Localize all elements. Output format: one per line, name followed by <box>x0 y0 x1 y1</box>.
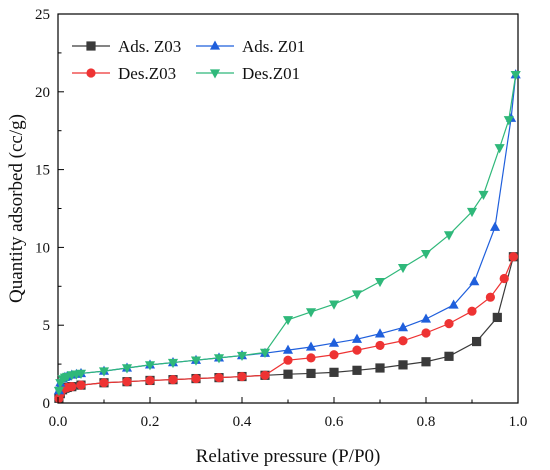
legend-label: Des.Z03 <box>118 64 176 83</box>
y-tick-label: 20 <box>35 85 50 101</box>
legend-marker <box>86 41 96 51</box>
data-point <box>510 71 521 81</box>
data-point <box>351 333 363 343</box>
data-point <box>237 371 247 382</box>
legend-item: Des.Z03 <box>72 64 176 83</box>
x-tick-label: 0.0 <box>49 414 68 430</box>
data-point <box>466 207 478 218</box>
data-point <box>144 361 156 371</box>
data-point <box>191 373 201 384</box>
data-point <box>306 353 316 363</box>
data-point <box>444 319 454 329</box>
data-point <box>145 375 155 386</box>
data-point <box>190 356 202 366</box>
x-tick-label: 1.0 <box>509 414 528 430</box>
x-tick-label: 0.4 <box>233 414 252 430</box>
y-tick-label: 0 <box>43 396 51 412</box>
data-point <box>374 277 386 288</box>
data-point <box>259 348 271 358</box>
data-point <box>305 308 317 318</box>
data-point <box>494 144 505 154</box>
legend-item: Des.Z01 <box>196 64 300 83</box>
legend-label: Des.Z01 <box>242 64 300 83</box>
data-point <box>236 351 248 362</box>
data-point <box>448 299 459 309</box>
series-1 <box>54 252 518 403</box>
x-tick-label: 0.2 <box>141 414 160 430</box>
y-tick-label: 15 <box>35 163 50 179</box>
x-tick-label: 0.6 <box>325 414 344 430</box>
legend-label: Ads. Z01 <box>242 37 305 56</box>
data-point <box>213 354 225 364</box>
data-point <box>53 386 64 397</box>
legend: Ads. Z03 Ads. Z01 Des.Z03 Des.Z01 <box>72 37 305 83</box>
data-point <box>75 369 87 379</box>
data-point <box>121 364 133 374</box>
data-point <box>351 290 363 300</box>
data-point <box>420 313 432 323</box>
legend-item: Ads. Z01 <box>196 37 305 56</box>
data-point <box>472 336 482 347</box>
data-point <box>374 328 386 338</box>
x-axis: 0.0 0.2 0.4 0.6 0.8 1.0 <box>49 397 528 430</box>
data-point <box>492 312 502 323</box>
data-point <box>352 345 362 355</box>
data-point <box>485 292 495 302</box>
data-point <box>489 221 501 231</box>
plot-area <box>53 13 521 404</box>
data-point <box>260 370 270 380</box>
data-point <box>499 273 509 284</box>
data-point <box>478 190 489 201</box>
y-axis: 0 5 10 15 20 25 <box>35 7 64 412</box>
data-point <box>420 249 432 260</box>
legend-label: Ads. Z03 <box>118 37 181 56</box>
data-point <box>398 360 408 370</box>
data-point <box>283 369 293 379</box>
legend-marker <box>209 40 221 50</box>
data-point <box>214 373 224 383</box>
y-axis-title: Quantity adsorbed (cc/g) <box>6 114 27 303</box>
data-point <box>397 263 409 274</box>
data-point <box>375 363 385 373</box>
data-point <box>168 375 178 385</box>
data-point <box>469 276 480 286</box>
data-point <box>98 367 110 377</box>
data-point <box>305 341 317 351</box>
data-point <box>503 116 514 126</box>
legend-item: Ads. Z03 <box>72 37 181 56</box>
data-point <box>282 344 294 354</box>
data-point <box>282 316 294 326</box>
data-point <box>375 340 385 351</box>
x-axis-title: Relative pressure (P/P0) <box>196 446 381 467</box>
data-point <box>306 368 316 379</box>
data-point <box>397 322 409 332</box>
data-point <box>467 306 477 316</box>
data-point <box>328 300 340 310</box>
data-point <box>99 378 109 388</box>
data-point <box>329 367 339 377</box>
data-point <box>328 337 340 347</box>
legend-marker <box>209 69 221 79</box>
legend-marker <box>86 68 96 78</box>
data-point <box>67 382 77 392</box>
data-point <box>76 380 86 390</box>
series-layer <box>53 69 521 403</box>
data-point <box>283 355 293 365</box>
data-point <box>421 328 431 338</box>
series-3 <box>53 71 521 397</box>
data-point <box>444 351 454 361</box>
y-tick-label: 5 <box>43 318 51 334</box>
data-point <box>329 350 339 360</box>
x-tick-label: 0.8 <box>417 414 436 430</box>
data-point <box>352 365 362 375</box>
data-point <box>122 377 132 387</box>
y-tick-label: 25 <box>35 7 50 23</box>
data-point <box>421 357 431 367</box>
data-point <box>443 231 455 241</box>
y-tick-label: 10 <box>35 240 50 256</box>
data-point <box>398 336 408 346</box>
data-point <box>167 358 179 369</box>
data-point <box>508 252 518 262</box>
